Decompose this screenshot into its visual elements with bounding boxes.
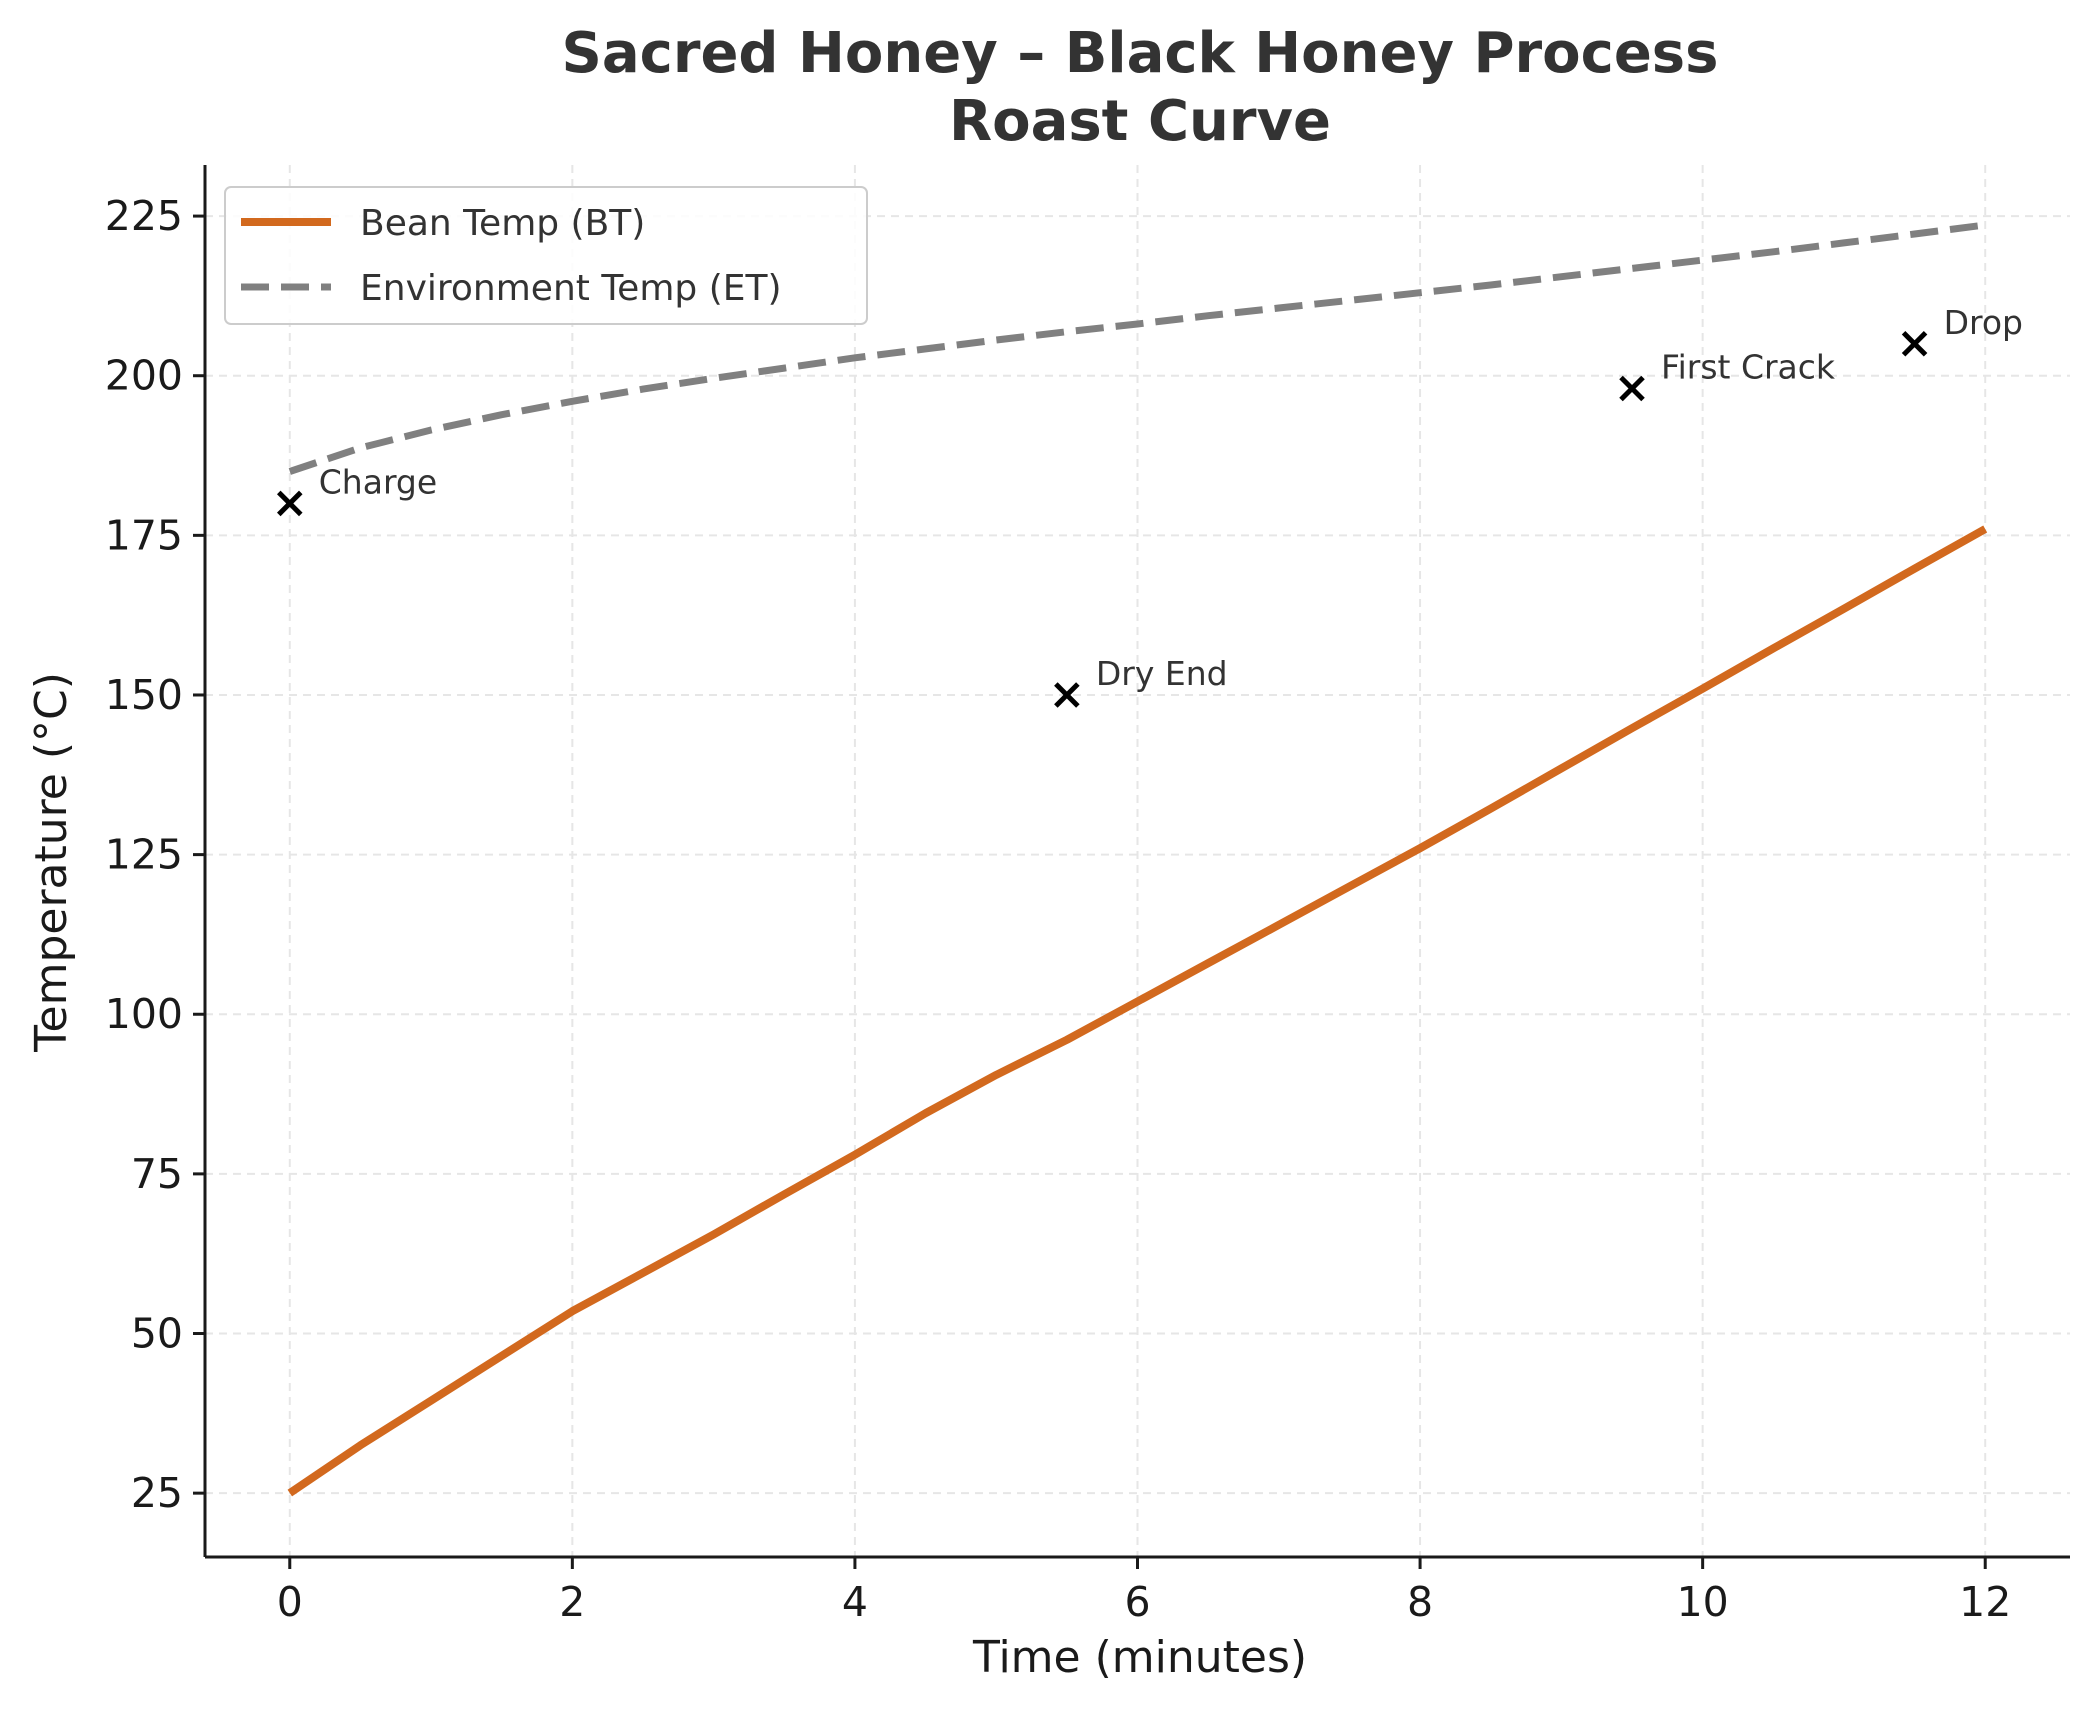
annotation-label: Dry End bbox=[1096, 654, 1228, 693]
series-layer bbox=[287, 221, 1988, 1497]
y-tick-label: 150 bbox=[105, 671, 183, 719]
annotation-label: Charge bbox=[319, 462, 437, 501]
x-tick-label: 8 bbox=[1407, 1578, 1433, 1626]
annotation-marker bbox=[1619, 375, 1645, 402]
x-tick-label: 10 bbox=[1677, 1578, 1729, 1626]
annotation-marker bbox=[1901, 331, 1928, 357]
annotation-x-stroke bbox=[277, 490, 303, 517]
chart-title-line-1: Sacred Honey – Black Honey Process bbox=[562, 21, 1719, 86]
series-line-bean-temp bbox=[287, 525, 1988, 1497]
legend-label: Bean Temp (BT) bbox=[360, 203, 645, 244]
x-tick-label: 4 bbox=[842, 1578, 868, 1626]
y-tick-label: 125 bbox=[105, 831, 183, 879]
ticks: 0 2 4 6 8 10 12 25 50 75 100 125 150 175 200 225 bbox=[105, 192, 2012, 1626]
x-tick-label: 0 bbox=[277, 1578, 303, 1626]
grid bbox=[205, 165, 2070, 1557]
annotation-label: Drop bbox=[1944, 303, 2023, 342]
annotation-x-stroke bbox=[1901, 331, 1928, 357]
y-tick-label: 225 bbox=[105, 192, 183, 240]
legend: Bean Temp (BT) Environment Temp (ET) bbox=[224, 186, 868, 325]
chart-title-line-2: Roast Curve bbox=[949, 89, 1331, 154]
legend-label: Environment Temp (ET) bbox=[360, 268, 782, 309]
annotations: Charge Dry End First Crack Drop bbox=[277, 303, 2023, 708]
y-axis-label: Temperature (°C) bbox=[26, 672, 77, 1053]
y-tick-label: 200 bbox=[105, 352, 183, 400]
series-line-environment-temp bbox=[288, 221, 1986, 475]
x-tick-label: 2 bbox=[559, 1578, 585, 1626]
legend-frame bbox=[224, 186, 868, 325]
axis-labels: Time (minutes) Temperature (°C) bbox=[26, 672, 1307, 1683]
x-tick-label: 12 bbox=[1959, 1578, 2011, 1626]
x-tick-label: 6 bbox=[1124, 1578, 1150, 1626]
annotation-x-stroke bbox=[1619, 375, 1645, 402]
x-axis-label: Time (minutes) bbox=[972, 1632, 1307, 1683]
y-tick-label: 100 bbox=[105, 990, 183, 1038]
annotation-marker bbox=[277, 490, 303, 517]
annotation-marker bbox=[1054, 682, 1080, 708]
y-tick-label: 50 bbox=[131, 1310, 183, 1358]
y-tick-label: 25 bbox=[131, 1469, 183, 1517]
annotation-x-stroke bbox=[1054, 682, 1080, 708]
annotation-label: First Crack bbox=[1661, 347, 1836, 386]
y-tick-label: 175 bbox=[105, 511, 183, 559]
y-tick-label: 75 bbox=[131, 1150, 183, 1198]
chart-title: Sacred Honey – Black Honey Process Roast… bbox=[562, 21, 1719, 154]
